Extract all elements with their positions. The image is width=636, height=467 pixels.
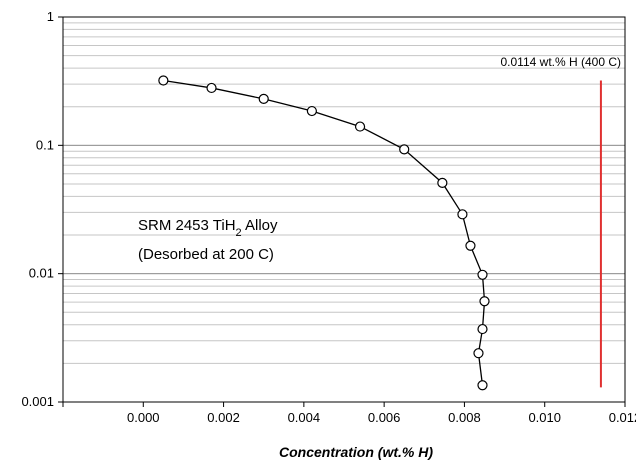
- grid-lines: [63, 16, 625, 403]
- data-point: [158, 75, 169, 86]
- data-point: [479, 296, 490, 307]
- annotation-condition: (Desorbed at 200 C): [138, 246, 274, 263]
- annotation-sample-name-prefix: SRM 2453 TiH: [138, 217, 236, 234]
- data-point: [477, 269, 488, 280]
- y-tick-label: 1: [47, 9, 54, 24]
- data-point: [477, 323, 488, 335]
- x-tick-label: 0.002: [207, 410, 240, 425]
- annotation-subscript: 2: [236, 227, 242, 239]
- plot-area-frame: [62, 16, 626, 403]
- data-point: [306, 105, 317, 117]
- reference-line-label: 0.0114 wt.% H (400 C): [501, 55, 622, 69]
- y-tick-label: 0.01: [29, 266, 54, 281]
- data-point: [437, 177, 448, 188]
- y-tick-labels: 0.001 0.01 0.1 1: [21, 9, 54, 409]
- data-point: [473, 348, 484, 359]
- axis-ticks: [58, 16, 626, 407]
- x-tick-labels: 0.000 0.002 0.004 0.006 0.008 0.010 0.012: [127, 410, 636, 425]
- annotation-sample-name-suffix: Alloy: [242, 217, 278, 234]
- data-point: [457, 209, 468, 220]
- data-point: [206, 82, 217, 94]
- data-point: [399, 144, 410, 155]
- x-tick-label: 0.000: [127, 410, 160, 425]
- x-axis-title: Concentration (wt.% H): [279, 444, 433, 460]
- annotation-sample-name: SRM 2453 TiH2 Alloy: [138, 217, 278, 239]
- data-point: [465, 240, 476, 251]
- x-tick-label: 0.004: [288, 410, 321, 425]
- data-point: [258, 93, 269, 105]
- y-tick-label: 0.001: [21, 394, 54, 409]
- y-tick-label: 0.1: [36, 137, 54, 152]
- x-tick-label: 0.010: [528, 410, 561, 425]
- x-tick-label: 0.012: [609, 410, 636, 425]
- data-point: [354, 121, 366, 132]
- data-points: [158, 75, 490, 391]
- x-tick-label: 0.008: [448, 410, 481, 425]
- data-point: [477, 380, 488, 391]
- x-tick-label: 0.006: [368, 410, 401, 425]
